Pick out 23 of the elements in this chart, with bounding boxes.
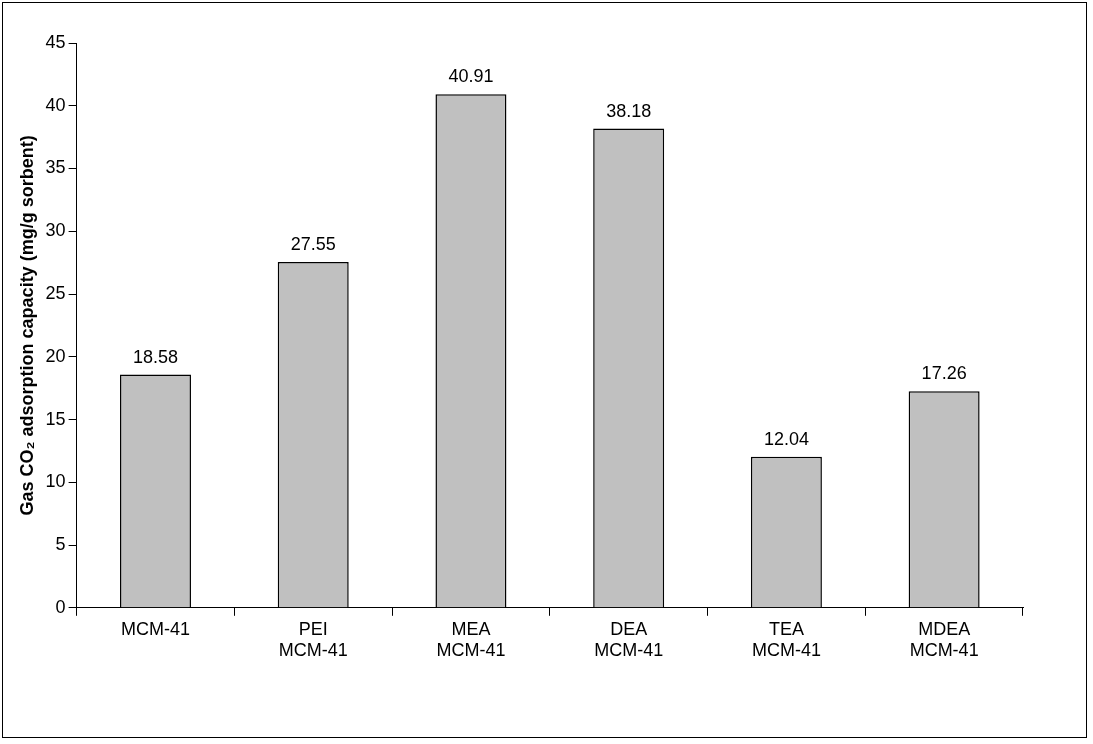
data-label: 12.04: [763, 428, 809, 449]
y-tick-label: 0: [55, 596, 66, 617]
data-label: 40.91: [448, 66, 494, 87]
y-tick-label: 30: [45, 220, 66, 241]
x-tick-label: PEI MCM-41: [278, 618, 348, 661]
x-tick-label: TEA MCM-41: [751, 618, 821, 661]
data-label: 27.55: [290, 233, 336, 254]
y-axis-title: Gas CO₂ adsorption capacity (mg/g sorbent): [16, 135, 37, 516]
y-tick-label: 25: [45, 282, 66, 303]
data-label: 17.26: [921, 363, 967, 384]
data-label: 38.18: [606, 100, 652, 121]
data-label: 18.58: [132, 346, 179, 367]
y-tick-label: 15: [45, 408, 66, 429]
y-tick-label: 40: [45, 94, 66, 115]
y-tick-label: 5: [55, 534, 66, 555]
x-tick-label: DEA MCM-41: [594, 618, 664, 661]
y-tick-label: 35: [45, 157, 66, 178]
x-tick-label: MCM-41: [120, 618, 190, 639]
x-tick-label: MDEA MCM-41: [909, 618, 979, 661]
y-tick-label: 10: [45, 471, 66, 492]
y-tick-label: 45: [45, 31, 66, 52]
x-tick-label: MEA MCM-41: [436, 618, 506, 661]
y-tick-label: 20: [45, 345, 66, 366]
